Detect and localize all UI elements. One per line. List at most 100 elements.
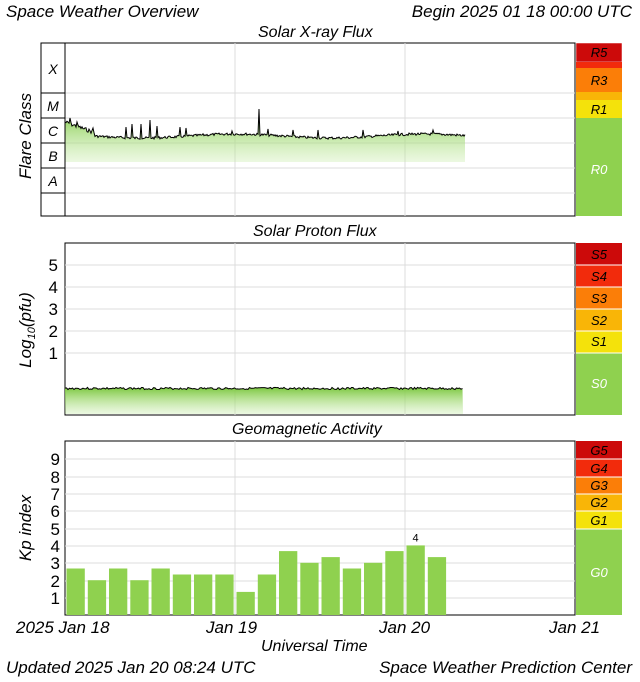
g0-label: G0 <box>590 565 608 580</box>
proton-title: Solar Proton Flux <box>253 223 377 240</box>
x-tick-jan20: Jan 20 <box>379 618 431 637</box>
kp-bar <box>109 568 128 615</box>
kp-bar <box>151 568 170 615</box>
proton-flux-line <box>64 386 463 391</box>
g4-block <box>576 459 622 477</box>
geomag-panel: 4 9 8 7 6 5 4 3 2 1 Kp index <box>16 440 622 616</box>
kp-ytick-6: 6 <box>51 502 60 521</box>
r5-label: R5 <box>591 45 608 60</box>
kp-bar <box>194 574 213 615</box>
s0-label: S0 <box>591 376 608 391</box>
r1-block <box>576 100 622 118</box>
flare-class-b: B <box>48 148 57 164</box>
g1-block <box>576 511 622 529</box>
page-title: Space Weather Overview <box>6 2 199 21</box>
x-tick-jan19: Jan 19 <box>206 618 258 637</box>
kp-ytick-5: 5 <box>51 520 60 539</box>
flare-class-box <box>40 42 66 217</box>
kp-peak-label: 4 <box>413 532 419 544</box>
proton-ytick-3: 3 <box>49 300 58 319</box>
kp-bar <box>300 562 319 615</box>
xray-flux-line <box>64 108 466 141</box>
flare-class-c: C <box>48 123 59 139</box>
kp-bar <box>406 545 425 615</box>
s5-block <box>576 243 622 265</box>
x-tick-jan18: 2025 Jan 18 <box>16 618 110 637</box>
prediction-center: Space Weather Prediction Center <box>379 658 632 677</box>
r0-label: R0 <box>591 162 608 177</box>
r4-block <box>576 62 622 68</box>
g5-label: G5 <box>590 443 608 458</box>
s4-label: S4 <box>591 269 607 284</box>
flare-class-m: M <box>47 98 59 114</box>
kp-ytick-1: 1 <box>51 589 60 608</box>
proton-ytick-1: 1 <box>49 344 58 363</box>
kp-bar <box>342 568 362 615</box>
proton-flux-area <box>65 387 463 414</box>
proton-plot-frame <box>64 242 576 416</box>
kp-bar <box>172 574 192 615</box>
proton-ytick-4: 4 <box>49 278 58 297</box>
r0-block <box>576 118 622 216</box>
s1-label: S1 <box>591 334 607 349</box>
kp-bar <box>66 568 85 615</box>
s2-label: S2 <box>591 313 608 328</box>
flare-class-x: X <box>47 61 58 77</box>
s2-block <box>576 309 622 331</box>
kp-ytick-9: 9 <box>51 450 60 469</box>
g2-label: G2 <box>590 495 608 510</box>
kp-ytick-4: 4 <box>51 537 60 556</box>
kp-bar <box>364 562 383 615</box>
r1-label: R1 <box>591 102 608 117</box>
kp-bar <box>87 580 107 615</box>
kp-ytick-8: 8 <box>51 468 60 487</box>
r3-label: R3 <box>591 73 608 88</box>
geomag-title: Geomagnetic Activity <box>232 421 382 438</box>
begin-time: Begin 2025 01 18 00:00 UTC <box>411 2 632 21</box>
kp-bars <box>66 545 447 615</box>
s3-block <box>576 287 622 309</box>
xray-flux-area <box>65 109 465 162</box>
xray-panel: X M C B A Flare Class R5 R3 R1 R0 <box>16 42 623 217</box>
g5-block <box>576 441 622 459</box>
proton-ytick-2: 2 <box>49 322 58 341</box>
kp-bar <box>321 557 340 615</box>
kp-bar <box>236 591 255 615</box>
g1-label: G1 <box>590 513 607 528</box>
kp-bar <box>279 551 298 615</box>
kp-ytick-7: 7 <box>51 485 60 504</box>
kp-ylabel: Kp index <box>16 494 35 561</box>
r3-block <box>576 68 622 92</box>
g2-block <box>576 494 622 511</box>
g0-block <box>576 529 622 615</box>
geomag-gridlines <box>65 441 575 615</box>
geomag-plot-frame <box>64 440 576 616</box>
proton-ytick-5: 5 <box>49 256 58 275</box>
s-scale: S5 S4 S3 S2 S1 S0 <box>576 243 622 415</box>
g-scale: G5 G4 G3 G2 G1 G0 <box>576 441 622 615</box>
s5-label: S5 <box>591 247 608 262</box>
s1-block <box>576 331 622 353</box>
kp-bar <box>215 574 234 615</box>
proton-ylabel: Log10(pfu) <box>16 292 38 368</box>
r2-block <box>576 92 622 100</box>
g4-label: G4 <box>590 461 607 476</box>
flare-class-a: A <box>47 173 57 189</box>
kp-bar <box>427 557 447 615</box>
g3-label: G3 <box>590 478 608 493</box>
kp-ytick-3: 3 <box>51 554 60 573</box>
kp-bar <box>130 580 149 615</box>
updated-time: Updated 2025 Jan 20 08:24 UTC <box>6 658 256 677</box>
x-axis-label: Universal Time <box>261 638 368 655</box>
s3-label: S3 <box>591 291 608 306</box>
proton-gridlines <box>65 243 575 415</box>
kp-ytick-2: 2 <box>51 572 60 591</box>
x-tick-jan21: Jan 21 <box>549 618 601 637</box>
xray-ylabel: Flare Class <box>16 93 35 179</box>
r-scale: R5 R3 R1 R0 <box>575 42 623 216</box>
kp-bar <box>385 551 404 615</box>
s0-block <box>576 353 622 415</box>
proton-panel: 5 4 3 2 1 Log10(pfu) S5 S4 S3 S2 <box>16 242 622 416</box>
xray-title: Solar X-ray Flux <box>258 24 373 41</box>
